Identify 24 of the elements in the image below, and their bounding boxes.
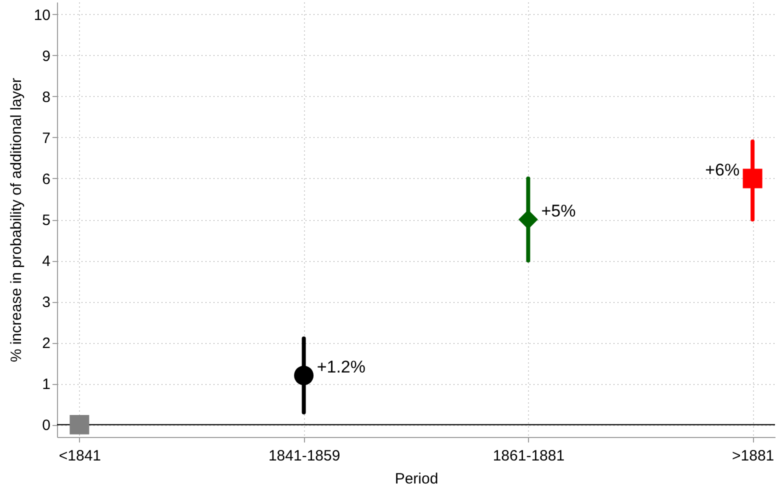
y-tick-label: 3 (42, 294, 50, 312)
x-axis-title: Period (394, 470, 438, 488)
y-axis-title: % increase in probability of additional layer (8, 78, 25, 362)
x-tick-label: 1841-1859 (268, 448, 340, 464)
y-tick-label: 2 (42, 335, 50, 352)
data-label: +6% (705, 160, 740, 180)
y-tick-label: 0 (42, 417, 50, 434)
point (742, 168, 762, 188)
y-tick-label: 10 (34, 6, 50, 24)
data-label: +5% (541, 202, 576, 220)
point (70, 414, 90, 434)
x-tick-label: <1841 (58, 448, 102, 464)
point (294, 366, 314, 386)
x-tick-label: 1861-1881 (492, 448, 565, 464)
x-tick-label: >1881 (732, 448, 774, 464)
y-tick-label: 8 (42, 88, 50, 106)
y-tick-label: 9 (42, 48, 50, 65)
y-tick-label: 5 (42, 212, 50, 229)
point (518, 210, 538, 230)
y-tick-label: 4 (42, 253, 50, 270)
y-tick-label: 7 (42, 130, 50, 147)
y-tick-label: 6 (42, 170, 50, 188)
y-tick-label: 1 (42, 376, 50, 394)
data-label: +1.2% (316, 357, 366, 376)
